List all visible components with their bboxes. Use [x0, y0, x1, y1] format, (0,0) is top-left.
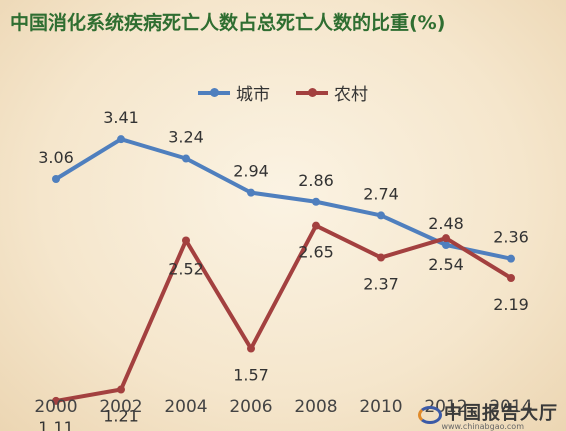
- x-tick-label: 2000: [34, 397, 77, 417]
- watermark-url: www.chinabgao.com: [441, 422, 524, 431]
- data-point-1-2: [182, 236, 190, 245]
- data-point-1-6: [442, 234, 450, 243]
- x-tick-label: 2004: [164, 397, 207, 417]
- legend-label-city: 城市: [236, 85, 270, 105]
- data-label-0-6: 2.48: [428, 214, 464, 233]
- data-point-1-3: [247, 344, 255, 353]
- legend-item-rural: 农村: [296, 80, 368, 105]
- legend-swatch-city: [198, 87, 230, 97]
- data-label-1-1: 1.21: [103, 407, 139, 426]
- x-tick-label: 2008: [294, 397, 337, 417]
- data-point-0-5: [377, 211, 385, 220]
- data-label-1-7: 2.19: [493, 295, 529, 314]
- data-label-0-2: 3.24: [168, 128, 204, 147]
- data-point-1-7: [507, 274, 515, 283]
- legend-swatch-rural: [296, 87, 328, 97]
- legend-item-city: 城市: [198, 80, 270, 105]
- series-line-1: [55, 223, 513, 403]
- watermark-logo: 中国报告大厅: [416, 399, 558, 425]
- watermark-text: 中国报告大厅: [444, 403, 558, 424]
- data-label-1-4: 2.65: [298, 243, 334, 262]
- data-label-0-3: 2.94: [233, 162, 269, 181]
- legend-label-rural: 农村: [334, 85, 368, 105]
- data-point-0-2: [182, 154, 190, 163]
- data-label-1-6: 2.54: [428, 255, 464, 274]
- data-point-1-0: [52, 396, 60, 405]
- data-label-0-1: 3.41: [103, 108, 139, 127]
- data-label-1-3: 1.57: [233, 366, 269, 385]
- data-point-0-3: [247, 188, 255, 197]
- x-tick-label: 2002: [99, 397, 142, 417]
- logo-icon: [416, 400, 442, 424]
- data-point-0-0: [52, 175, 60, 183]
- data-point-0-4: [312, 197, 320, 206]
- data-point-1-4: [312, 221, 320, 230]
- data-label-0-4: 2.86: [298, 171, 334, 190]
- x-tick-label: 2010: [359, 397, 402, 417]
- data-label-0-0: 3.06: [38, 148, 74, 167]
- x-tick-label: 2006: [229, 397, 272, 417]
- data-point-0-1: [117, 135, 125, 144]
- legend: 城市 农村: [0, 80, 566, 105]
- data-label-0-7: 2.36: [493, 228, 529, 247]
- x-tick-label: 2014: [489, 397, 532, 417]
- data-label-0-5: 2.74: [363, 184, 399, 203]
- data-label-1-5: 2.37: [363, 275, 399, 294]
- data-point-1-1: [117, 385, 125, 394]
- data-label-1-2: 2.52: [168, 259, 204, 278]
- data-label-1-0: 1.11: [38, 418, 74, 431]
- data-point-0-6: [442, 241, 450, 250]
- data-point-1-5: [377, 253, 385, 262]
- data-point-0-7: [507, 254, 515, 263]
- chart-title: 中国消化系统疾病死亡人数占总死亡人数的比重(%): [10, 12, 446, 34]
